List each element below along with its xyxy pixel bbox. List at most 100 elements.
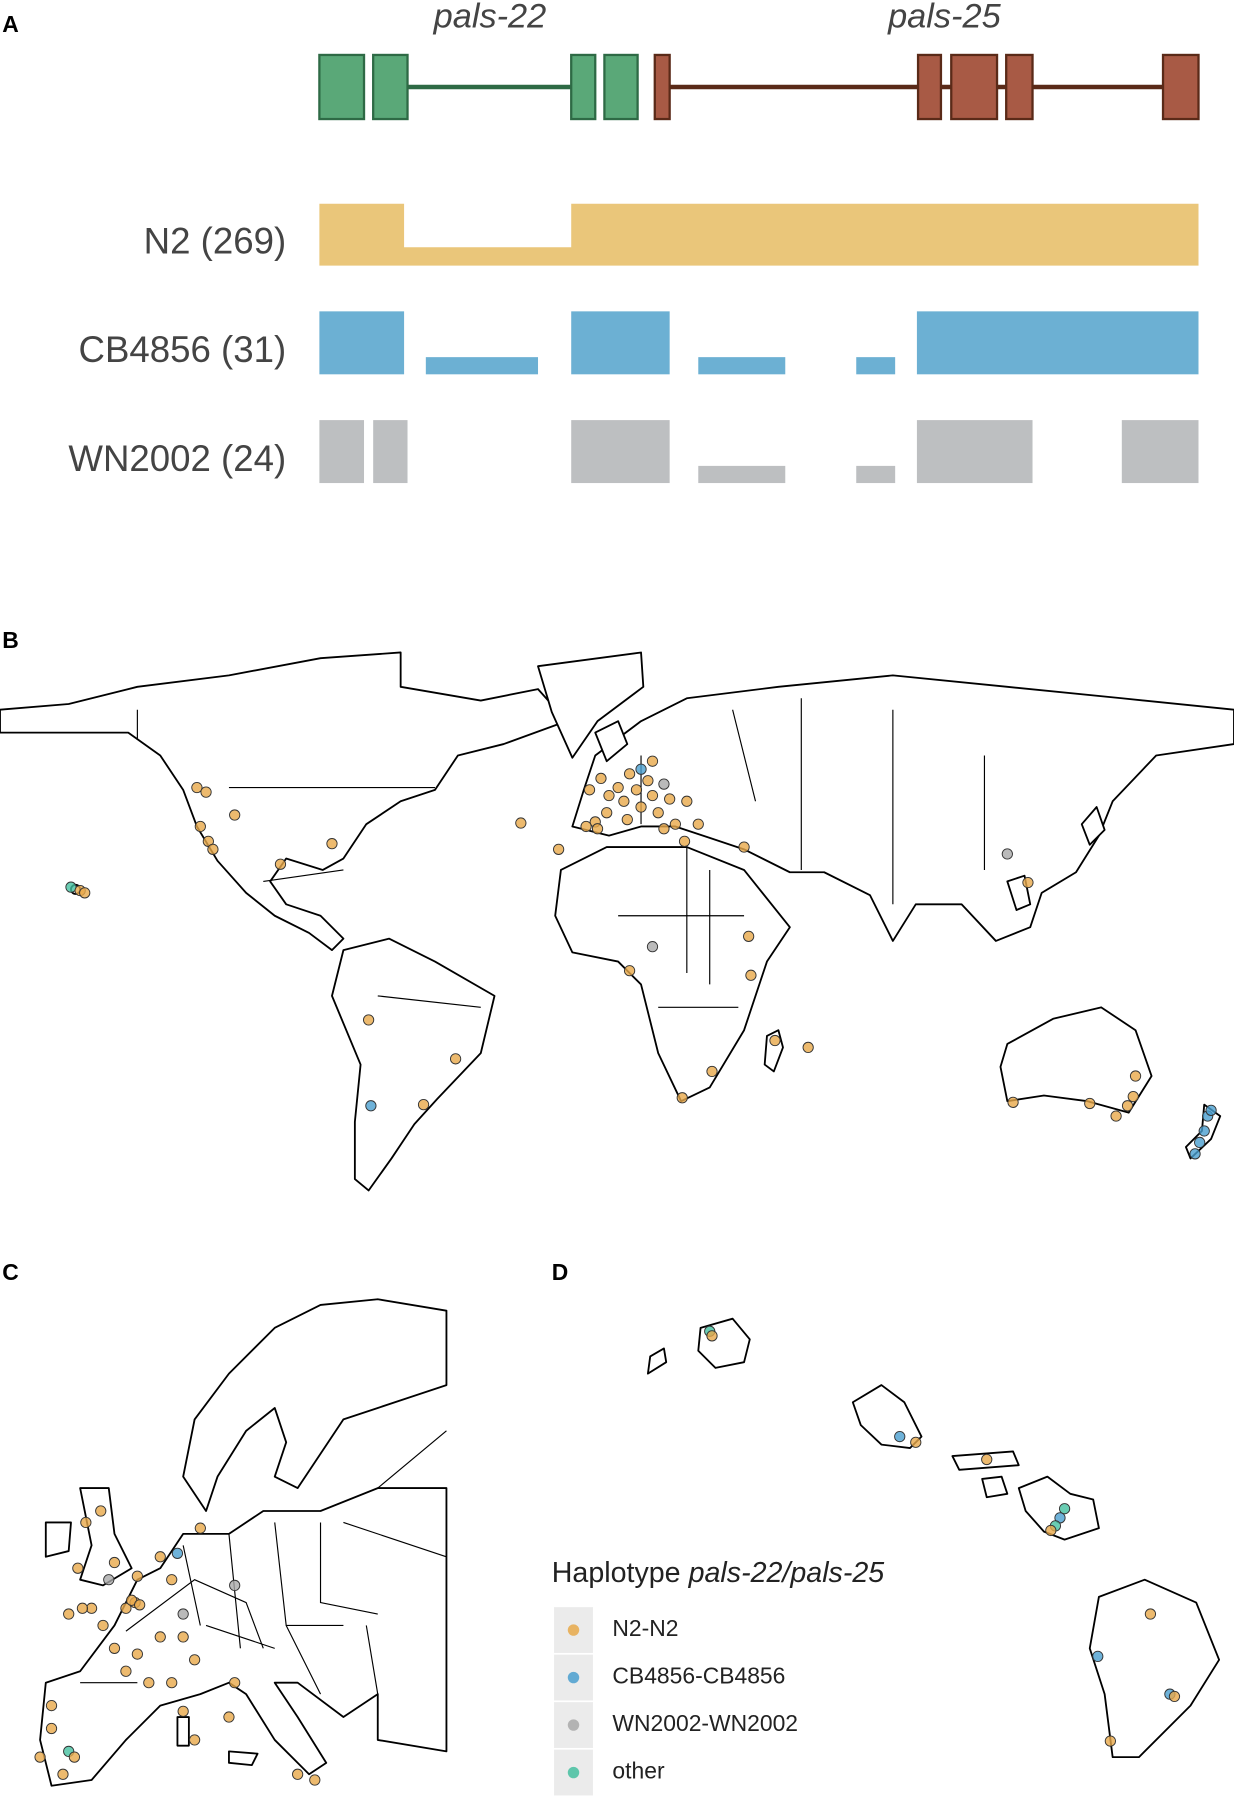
location-dot bbox=[583, 784, 596, 796]
legend-title-genes: pals-22/pals-25 bbox=[688, 1557, 885, 1589]
location-dot bbox=[676, 1092, 688, 1104]
legend-label: CB4856-CB4856 bbox=[612, 1663, 785, 1689]
location-dot bbox=[191, 781, 203, 794]
location-dot bbox=[1022, 876, 1034, 889]
world-map bbox=[0, 651, 1234, 1192]
location-dot bbox=[769, 1034, 781, 1047]
location-dot bbox=[678, 835, 691, 847]
location-dot bbox=[177, 1631, 189, 1643]
location-dot bbox=[1121, 1100, 1134, 1112]
legend-dot bbox=[567, 1671, 580, 1684]
location-dot bbox=[131, 1570, 143, 1582]
location-dot bbox=[1084, 1097, 1096, 1110]
panel-label: C bbox=[2, 1259, 19, 1285]
location-dot bbox=[658, 823, 670, 835]
location-dot bbox=[229, 1579, 241, 1592]
legend-dot bbox=[567, 1766, 580, 1779]
location-dot bbox=[57, 1768, 69, 1780]
location-dot bbox=[692, 818, 704, 830]
panel-label: D bbox=[552, 1259, 569, 1285]
location-dot bbox=[1189, 1148, 1201, 1160]
location-dot bbox=[1007, 1096, 1019, 1108]
location-dot bbox=[95, 1505, 107, 1517]
location-dot bbox=[200, 786, 212, 798]
location-dot bbox=[194, 820, 206, 833]
panel-label: A bbox=[2, 11, 19, 37]
location-dot bbox=[188, 1654, 201, 1666]
location-dot bbox=[706, 1065, 718, 1078]
location-dot bbox=[76, 1602, 89, 1614]
location-dot bbox=[326, 838, 338, 850]
location-dot bbox=[177, 1705, 189, 1717]
location-dot bbox=[103, 1574, 115, 1586]
location-dot bbox=[177, 1608, 189, 1620]
location-dot bbox=[743, 930, 755, 942]
haplotype-label: CB4856 (31) bbox=[79, 329, 287, 370]
location-dot bbox=[1129, 1070, 1142, 1082]
location-dot bbox=[274, 858, 287, 870]
location-dot bbox=[120, 1665, 132, 1677]
location-dot bbox=[97, 1619, 109, 1632]
location-dot bbox=[601, 807, 613, 819]
location-dot bbox=[108, 1556, 121, 1569]
location-dot bbox=[45, 1722, 58, 1735]
location-dot bbox=[745, 969, 757, 981]
location-dot bbox=[1045, 1524, 1057, 1537]
location-dot bbox=[595, 772, 607, 785]
location-dot bbox=[621, 813, 633, 826]
location-dot bbox=[894, 1430, 906, 1443]
location-dot bbox=[738, 841, 750, 853]
location-dot bbox=[72, 1562, 84, 1574]
legend-label: other bbox=[612, 1758, 665, 1784]
location-dot bbox=[154, 1551, 166, 1563]
location-dot bbox=[365, 1100, 377, 1112]
location-dot bbox=[630, 784, 643, 796]
location-dot bbox=[166, 1574, 178, 1586]
location-dot bbox=[120, 1602, 132, 1614]
legend-title: Haplotype pals-22/pals-25 bbox=[552, 1557, 885, 1589]
location-dot bbox=[207, 843, 219, 855]
location-dot bbox=[143, 1677, 155, 1689]
location-dot bbox=[292, 1768, 304, 1780]
legend-label: N2-N2 bbox=[612, 1615, 678, 1641]
location-dot bbox=[646, 755, 659, 767]
location-dot bbox=[642, 775, 654, 787]
legend-label: WN2002-WN2002 bbox=[612, 1710, 798, 1736]
location-dot bbox=[802, 1041, 814, 1054]
location-dot bbox=[1194, 1136, 1206, 1149]
location-dot bbox=[1104, 1735, 1116, 1747]
hawaii-map bbox=[646, 1317, 1221, 1759]
location-dot bbox=[658, 778, 670, 790]
location-dot bbox=[664, 793, 676, 805]
location-dot bbox=[580, 820, 592, 833]
gene-name: pals-22 bbox=[433, 0, 547, 35]
legend-title-text: Haplotype bbox=[552, 1557, 681, 1589]
location-dot bbox=[1205, 1104, 1217, 1116]
location-dot bbox=[981, 1453, 993, 1466]
location-dot bbox=[194, 1522, 206, 1534]
location-dot bbox=[1144, 1608, 1157, 1620]
location-dot bbox=[108, 1642, 121, 1654]
location-dot bbox=[623, 768, 636, 780]
location-dot bbox=[681, 795, 693, 807]
location-dot bbox=[1110, 1110, 1122, 1122]
location-dot bbox=[34, 1751, 46, 1763]
panel-label: B bbox=[2, 627, 19, 653]
location-dot bbox=[910, 1436, 922, 1448]
location-dot bbox=[171, 1547, 184, 1559]
haplotype-n2 bbox=[319, 203, 1199, 266]
location-dot bbox=[1168, 1690, 1181, 1703]
location-dot bbox=[591, 823, 604, 835]
location-dot bbox=[131, 1648, 143, 1660]
legend-dot bbox=[567, 1624, 580, 1636]
location-dot bbox=[706, 1330, 718, 1342]
gene-model-pals-25 bbox=[653, 53, 1200, 121]
haplotype-label: WN2002 (24) bbox=[68, 438, 286, 479]
location-dot bbox=[1058, 1503, 1071, 1515]
gene-model-pals-22 bbox=[318, 53, 639, 121]
location-dot bbox=[229, 1677, 241, 1689]
location-dot bbox=[1092, 1650, 1104, 1662]
location-dot bbox=[223, 1711, 235, 1723]
location-dot bbox=[154, 1631, 166, 1643]
